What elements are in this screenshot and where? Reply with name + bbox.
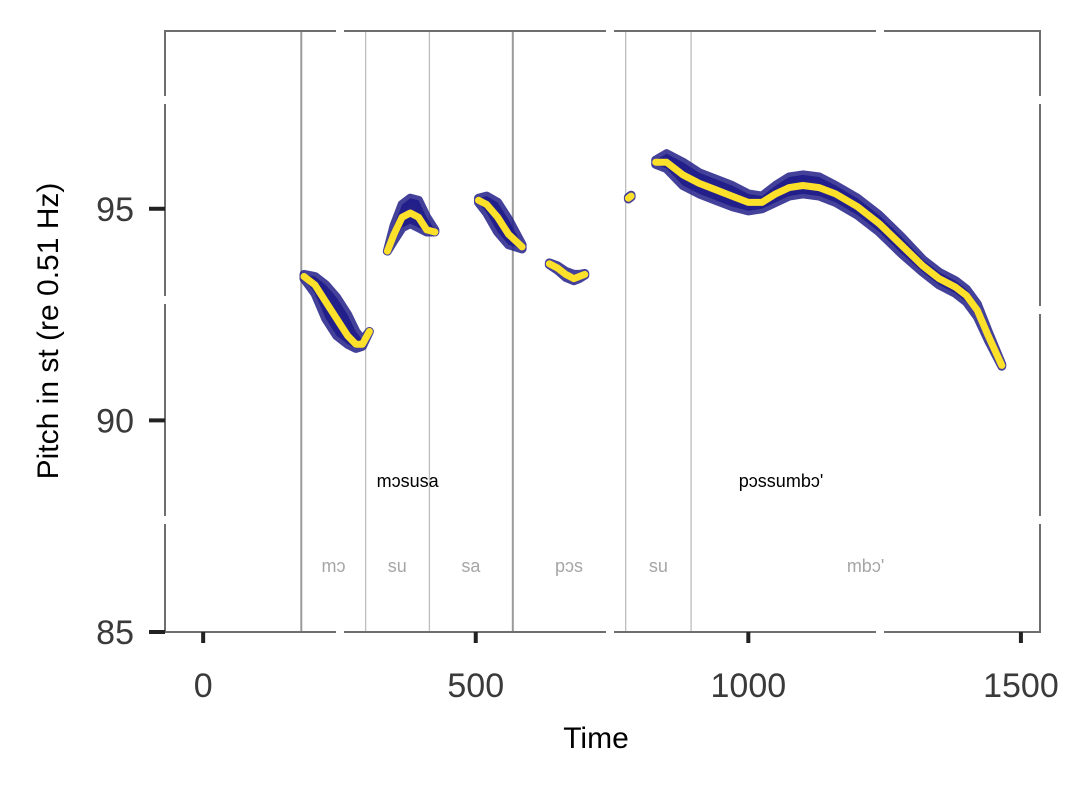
frame-notch-1 xyxy=(163,296,167,304)
syllable-label-2: sa xyxy=(461,556,481,576)
annotation-layer: mɔsusa pɔssumbɔ'mɔ su sa pɔs su mbɔ' xyxy=(321,471,884,576)
pitch-line-3 xyxy=(545,260,589,283)
frame-notch-b2 xyxy=(876,630,884,634)
frame-notch-0 xyxy=(163,96,167,104)
frame-notch-3 xyxy=(1038,96,1042,104)
x-tick-label-2: 1000 xyxy=(711,667,787,705)
frame-notch-t2 xyxy=(876,29,884,33)
x-tick-label-0: 0 xyxy=(194,667,213,705)
syllable-label-3: pɔs xyxy=(555,556,583,576)
panel-border xyxy=(164,30,1041,633)
frame-notch-b1 xyxy=(606,630,614,634)
frame-notch-4 xyxy=(1038,306,1042,314)
x-axis-title: Time xyxy=(563,722,629,755)
frame-notch-b0 xyxy=(336,630,344,634)
x-tick-label-3: 1500 xyxy=(983,667,1059,705)
plot-area xyxy=(299,31,1007,632)
y-tick-label-0: 85 xyxy=(96,614,134,652)
y-axis-title: Pitch in st (re 0.51 Hz) xyxy=(32,183,65,480)
syllable-label-0: mɔ xyxy=(321,556,345,576)
pitch-line-1 xyxy=(383,209,439,255)
frame-notch-2 xyxy=(163,516,167,524)
pitch-line-0 xyxy=(300,273,373,348)
pitch-line-5 xyxy=(652,158,1006,369)
frame-notch-5 xyxy=(1038,516,1042,524)
y-tick-label-2: 95 xyxy=(96,191,134,229)
syllable-label-1: su xyxy=(388,556,407,576)
word-label-1: pɔssumbɔ' xyxy=(739,471,823,491)
x-tick-label-1: 500 xyxy=(447,667,504,705)
pitch-line-2 xyxy=(475,196,526,251)
syllable-label-5: mbɔ' xyxy=(847,556,884,576)
axes: 0 500 1000 1500 85 90 95 xyxy=(96,29,1059,705)
pitch-line-4 xyxy=(624,192,635,202)
frame-notch-t1 xyxy=(606,29,614,33)
frame-notch-t0 xyxy=(336,29,344,33)
y-tick-label-1: 90 xyxy=(96,402,134,440)
syllable-label-4: su xyxy=(649,556,668,576)
word-label-0: mɔsusa xyxy=(377,471,440,491)
